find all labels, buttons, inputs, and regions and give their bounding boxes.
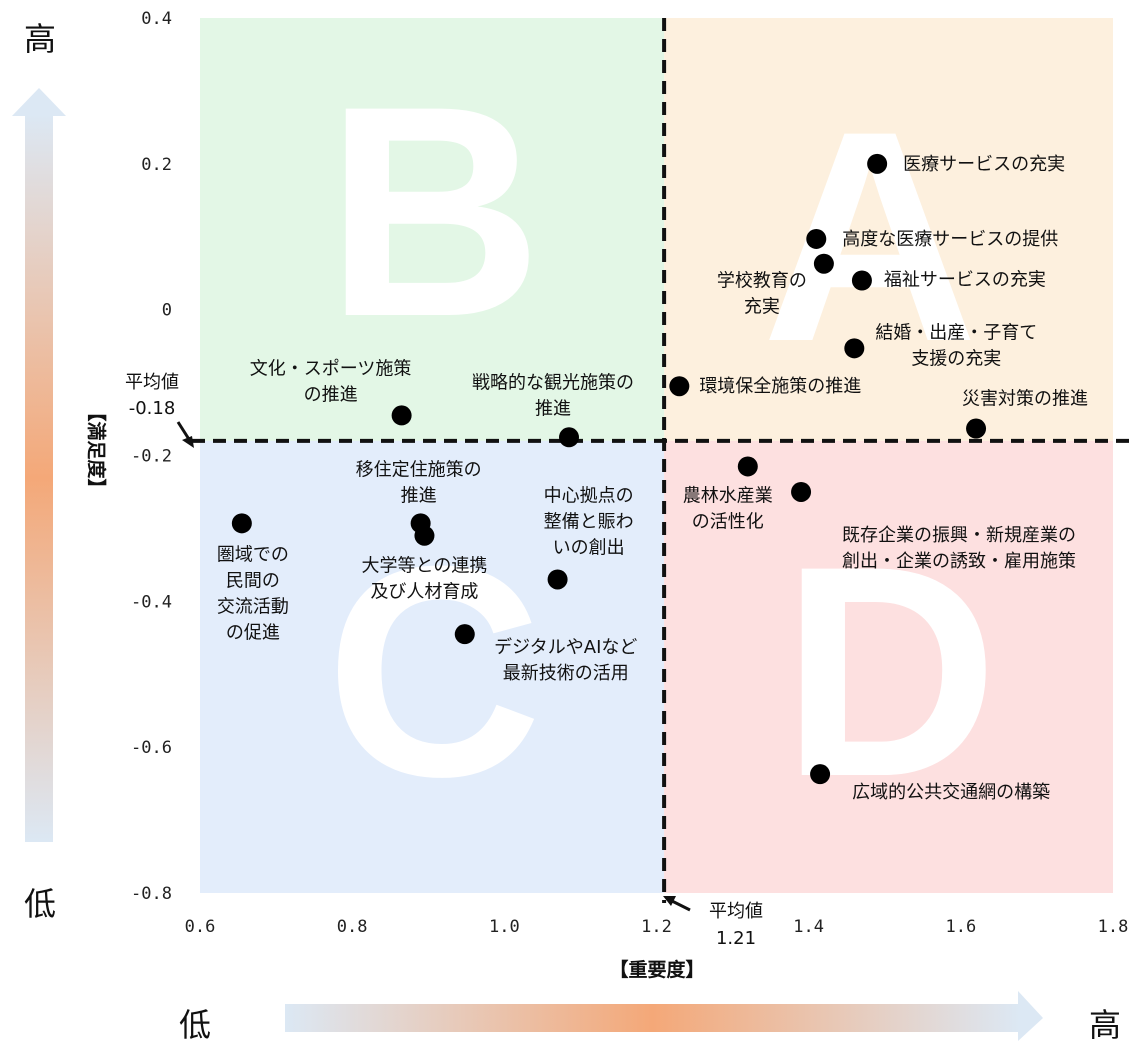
x-average-label: 平均値 xyxy=(709,901,763,922)
data-point xyxy=(852,271,872,291)
y-low-label: 低 xyxy=(24,885,56,923)
y-high-label: 高 xyxy=(24,20,56,58)
data-label-line: の推進 xyxy=(304,384,358,405)
data-label-line: 農林水産業 xyxy=(683,485,773,506)
data-label-line: 結婚・出産・子育て xyxy=(875,322,1037,343)
data-label-line: 充実 xyxy=(744,297,780,318)
data-point xyxy=(414,526,434,546)
data-label-line: 創出・企業の誘致・雇用施策 xyxy=(842,551,1076,572)
x-tick-label: 1.0 xyxy=(489,917,520,937)
data-point xyxy=(844,338,864,358)
vertical-arrowhead xyxy=(12,88,66,116)
y-tick-label: 0.2 xyxy=(141,155,172,175)
x-axis-title: 【重要度】 xyxy=(609,958,704,981)
x-average-value: 1.21 xyxy=(716,928,756,949)
data-label-line: 戦略的な観光施策の xyxy=(472,372,634,393)
data-label: 中心拠点の整備と賑わいの創出 xyxy=(544,485,634,558)
data-point xyxy=(232,513,252,533)
x-tick-label: 1.2 xyxy=(641,917,672,937)
data-label: 環境保全施策の推進 xyxy=(699,376,861,397)
data-label-line: 福祉サービスの充実 xyxy=(884,270,1046,291)
x-tick-label: 1.6 xyxy=(945,917,976,937)
y-tick-label: 0.4 xyxy=(141,9,172,29)
horizontal-gradient-bar xyxy=(285,1004,1020,1032)
data-label-line: 広域的公共交通網の構築 xyxy=(852,782,1050,803)
quadrant-b-letter: B xyxy=(326,43,543,379)
data-label-line: デジタルやAIなど xyxy=(494,637,637,658)
y-average-label: 平均値 xyxy=(125,372,179,393)
data-point xyxy=(548,569,568,589)
x-tick-label: 0.6 xyxy=(185,917,216,937)
data-label: 医療サービスの充実 xyxy=(903,154,1065,175)
data-label-line: 文化・スポーツ施策 xyxy=(250,358,412,379)
x-tick-label: 1.4 xyxy=(793,917,824,937)
data-point xyxy=(867,154,887,174)
y-average-annotation: 平均値 -0.18 xyxy=(125,372,194,448)
data-label-line: 推進 xyxy=(401,485,437,506)
x-tick-label: 1.8 xyxy=(1098,917,1129,937)
data-label-line: いの創出 xyxy=(553,537,625,558)
y-tick-label: 0 xyxy=(162,301,172,321)
data-point xyxy=(559,427,579,447)
data-label: 福祉サービスの充実 xyxy=(884,270,1046,291)
data-label-line: 学校教育の xyxy=(717,271,807,292)
data-point xyxy=(806,229,826,249)
data-point xyxy=(455,624,475,644)
y-average-arrowhead xyxy=(182,436,194,448)
x-high-label: 高 xyxy=(1089,1006,1121,1041)
data-label-line: の活性化 xyxy=(692,511,764,532)
y-tick-label: -0.4 xyxy=(131,592,172,612)
x-average-annotation: 平均値 1.21 xyxy=(663,896,763,949)
data-point xyxy=(738,456,758,476)
data-label-line: 移住定住施策の xyxy=(356,459,482,480)
data-point xyxy=(791,482,811,502)
data-point xyxy=(669,376,689,396)
data-label: 高度な医療サービスの提供 xyxy=(842,229,1058,250)
data-label-line: 医療サービスの充実 xyxy=(903,154,1065,175)
data-point xyxy=(966,419,986,439)
horizontal-arrowhead xyxy=(1018,991,1043,1041)
y-tick-label: -0.6 xyxy=(131,738,172,758)
data-label-line: 高度な医療サービスの提供 xyxy=(842,229,1058,250)
data-point xyxy=(392,405,412,425)
data-label-line: 民間の xyxy=(226,570,280,591)
vertical-gradient-bar xyxy=(25,114,53,842)
y-tick-label: -0.8 xyxy=(131,884,172,904)
horizontal-gradient-arrow xyxy=(285,991,1043,1041)
y-tick-labels: 0.4 0.2 0 -0.2 -0.4 -0.6 -0.8 xyxy=(131,9,172,904)
data-label-line: 及び人材育成 xyxy=(370,582,478,603)
data-label-line: 最新技術の活用 xyxy=(503,663,629,684)
data-label-line: 支援の充実 xyxy=(911,348,1001,369)
data-label-line: 整備と賑わ xyxy=(544,511,634,532)
data-label-line: 推進 xyxy=(535,398,571,419)
x-low-label: 低 xyxy=(179,1006,211,1041)
data-label-line: 交流活動 xyxy=(217,596,289,617)
data-label-line: 災害対策の推進 xyxy=(962,389,1088,410)
data-label: 広域的公共交通網の構築 xyxy=(852,782,1050,803)
data-point xyxy=(810,764,830,784)
data-label-line: 大学等との連携 xyxy=(362,556,488,577)
x-tick-labels: 0.6 0.8 1.0 1.2 1.4 1.6 1.8 xyxy=(185,917,1129,937)
data-label-line: の促進 xyxy=(226,622,280,643)
data-point xyxy=(814,254,834,274)
data-label-line: 圏域での xyxy=(217,544,289,565)
vertical-gradient-arrow xyxy=(12,88,66,842)
y-axis-title: 【満足度】 xyxy=(85,402,108,497)
data-label-line: 中心拠点の xyxy=(544,485,634,506)
data-label-line: 環境保全施策の推進 xyxy=(699,376,861,397)
data-label-line: 既存企業の振興・新規産業の xyxy=(842,525,1076,546)
y-average-value: -0.18 xyxy=(129,398,176,419)
y-tick-label: -0.2 xyxy=(131,447,172,467)
data-label: 災害対策の推進 xyxy=(962,389,1088,410)
x-tick-label: 0.8 xyxy=(337,917,368,937)
